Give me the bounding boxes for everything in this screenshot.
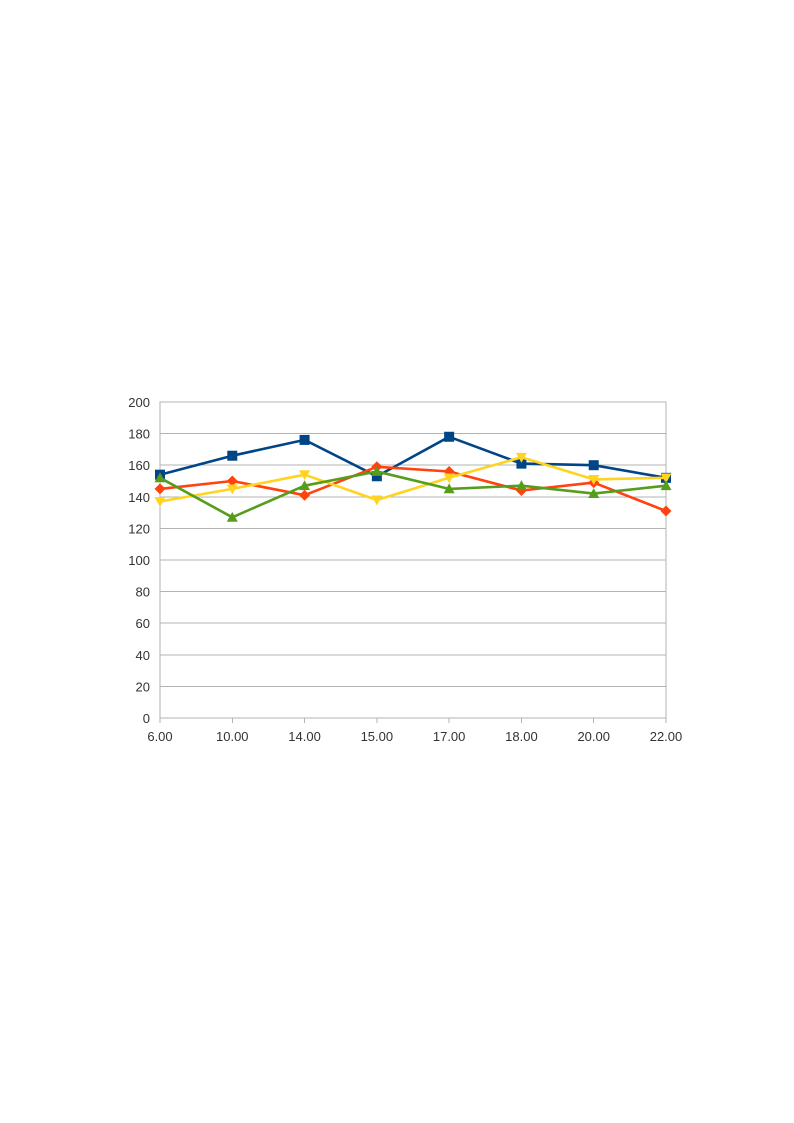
y-axis-tick-labels: 0 20 40 60 80 100 120 140 160 180 200 (128, 395, 150, 726)
grid-lines (159, 401, 667, 723)
y-tick-label: 80 (136, 585, 150, 600)
series-3-point (299, 470, 311, 481)
x-tick-label: 14.00 (288, 729, 321, 744)
x-axis-tick-labels: 6.00 10.00 14.00 15.00 17.00 18.00 20.00 22.00 (147, 729, 682, 744)
series-1-line (158, 435, 668, 480)
series-4-point (226, 511, 238, 522)
series-3-point (154, 497, 166, 508)
series-1-point (299, 434, 310, 445)
x-tick-label: 15.00 (361, 729, 394, 744)
y-tick-label: 20 (136, 679, 150, 694)
series-2-line (158, 465, 668, 513)
series-1-point (516, 458, 527, 469)
x-tick-label: 20.00 (577, 729, 610, 744)
series-3-point (443, 473, 455, 484)
series-4-point (371, 466, 383, 476)
x-tick-label: 22.00 (650, 729, 683, 744)
series-3-point (371, 495, 383, 506)
plot-area (159, 401, 667, 719)
series-3-point (660, 473, 672, 484)
x-tick-label: 6.00 (147, 729, 172, 744)
series-4-point (515, 480, 527, 491)
series-2-point (660, 505, 672, 517)
series-3-point (226, 484, 238, 495)
series-4-line (158, 470, 668, 519)
y-tick-label: 180 (128, 427, 150, 442)
series-1-point (227, 450, 238, 461)
series-3-point (515, 452, 527, 463)
y-tick-label: 120 (128, 521, 150, 536)
series-4-point (299, 480, 311, 491)
x-tick-label: 17.00 (433, 729, 466, 744)
series-3-point (588, 475, 600, 485)
series-1-point (444, 431, 455, 442)
series-4-point (154, 472, 166, 483)
series-3 (154, 452, 672, 508)
x-tick-label: 10.00 (216, 729, 249, 744)
series-2-point (226, 475, 238, 487)
series-2-point (299, 489, 311, 501)
y-tick-label: 100 (128, 553, 150, 568)
series-4-point (443, 483, 455, 494)
series-2-point (154, 483, 166, 495)
y-tick-label: 0 (143, 711, 150, 726)
y-tick-label: 160 (128, 458, 150, 473)
y-tick-label: 200 (128, 395, 150, 410)
series-1-point (371, 471, 382, 482)
series-1-point (588, 460, 599, 471)
series-3-line (158, 455, 668, 503)
series-4-point (660, 480, 672, 491)
y-tick-label: 40 (136, 648, 150, 663)
y-tick-label: 60 (136, 616, 150, 631)
series-4 (154, 466, 672, 522)
x-tick-label: 18.00 (505, 729, 538, 744)
y-tick-label: 140 (128, 490, 150, 505)
series-group (154, 431, 672, 522)
series-4-point (588, 488, 600, 499)
